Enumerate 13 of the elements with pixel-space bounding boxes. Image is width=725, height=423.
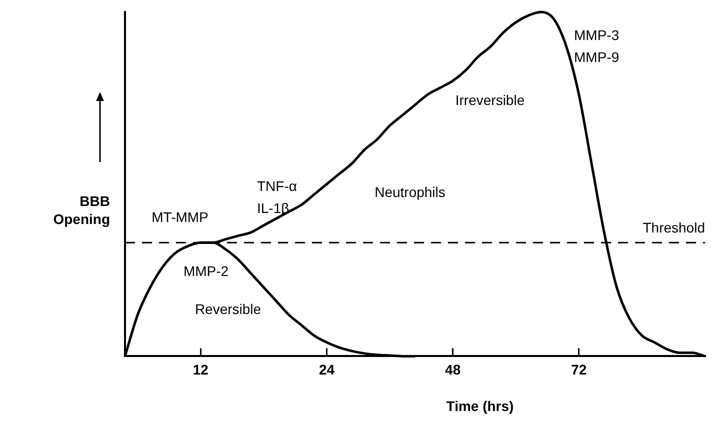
annotation: Neutrophils	[374, 184, 446, 200]
annotation: Reversible	[194, 300, 262, 317]
ref-line-label: Threshold	[642, 220, 705, 236]
x-tick-label: 48	[445, 361, 461, 378]
annotation: Irreversible	[455, 92, 525, 108]
annotation: MT-MMP	[152, 208, 208, 225]
annotation: MMP-3 MMP-9	[574, 26, 620, 65]
x-tick-label: 72	[571, 361, 587, 378]
y-axis-title: BBB Opening	[52, 192, 110, 228]
x-tick-label: 24	[318, 361, 335, 378]
x-tick-label: 12	[192, 361, 209, 378]
annotation: MMP-2	[183, 262, 229, 279]
x-axis-title: Time (hrs)	[445, 398, 515, 414]
